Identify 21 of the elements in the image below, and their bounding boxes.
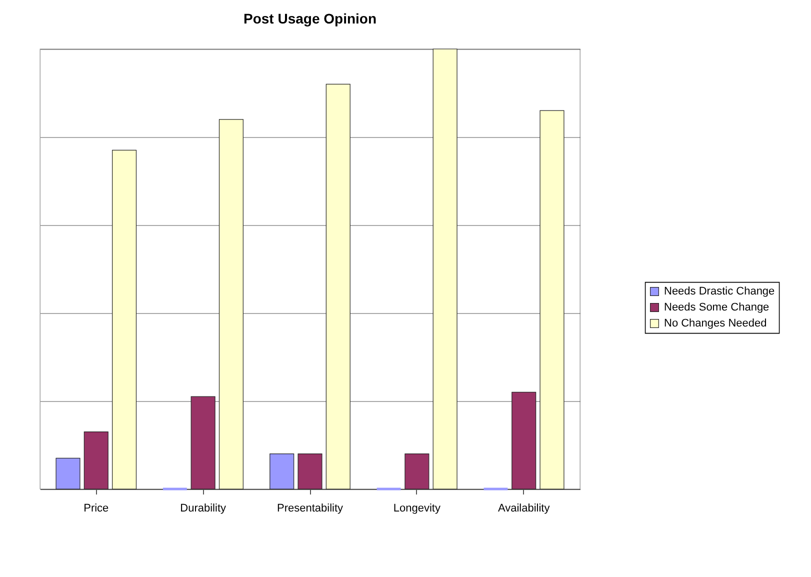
bar	[512, 392, 536, 490]
bar	[56, 458, 80, 490]
x-tick-label: Price	[84, 502, 109, 514]
bar	[112, 150, 137, 490]
bar	[84, 432, 108, 490]
chart-title: Post Usage Opinion	[243, 10, 377, 27]
bar	[190, 396, 216, 490]
x-tick-label: Longevity	[393, 502, 441, 514]
bar	[540, 110, 564, 490]
bar	[326, 84, 350, 490]
bar	[218, 119, 244, 490]
bar	[432, 48, 458, 490]
bar	[404, 454, 430, 490]
legend-label: Needs Some Change	[664, 302, 770, 314]
x-tick-label: Availability	[498, 502, 550, 514]
x-tick-label: Durability	[180, 502, 226, 514]
bar	[270, 454, 294, 490]
x-tick-label: Presentability	[276, 502, 344, 514]
legend-label: No Changes Needed	[664, 318, 767, 330]
bar	[298, 454, 322, 490]
legend-label: Needs Drastic Change	[664, 286, 775, 298]
